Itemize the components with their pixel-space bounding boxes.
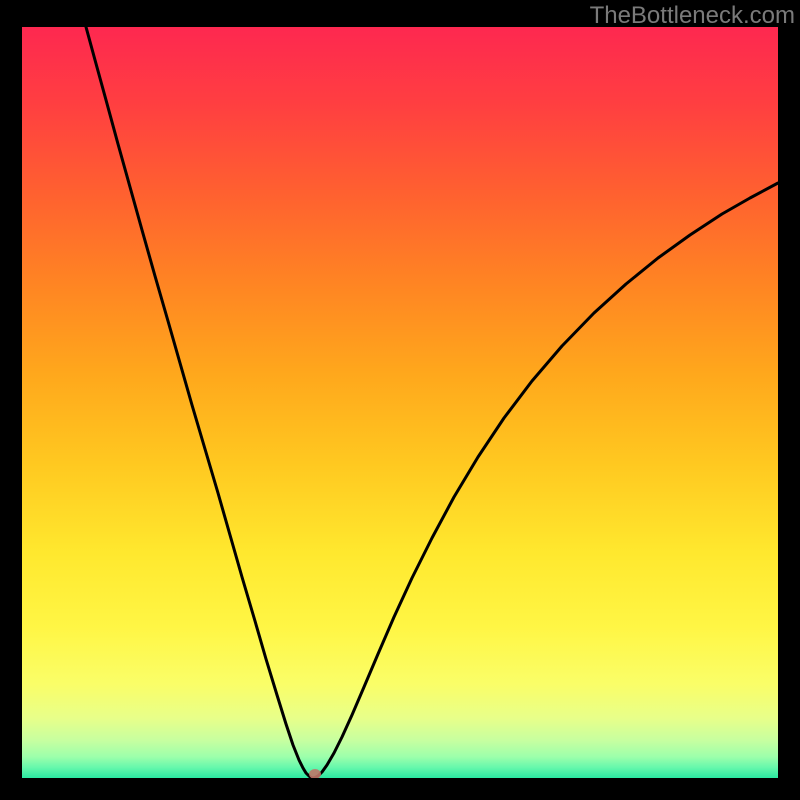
plot-area bbox=[22, 27, 778, 778]
watermark-text: TheBottleneck.com bbox=[590, 2, 795, 30]
gradient-background bbox=[22, 27, 778, 778]
plot-svg bbox=[22, 27, 778, 778]
